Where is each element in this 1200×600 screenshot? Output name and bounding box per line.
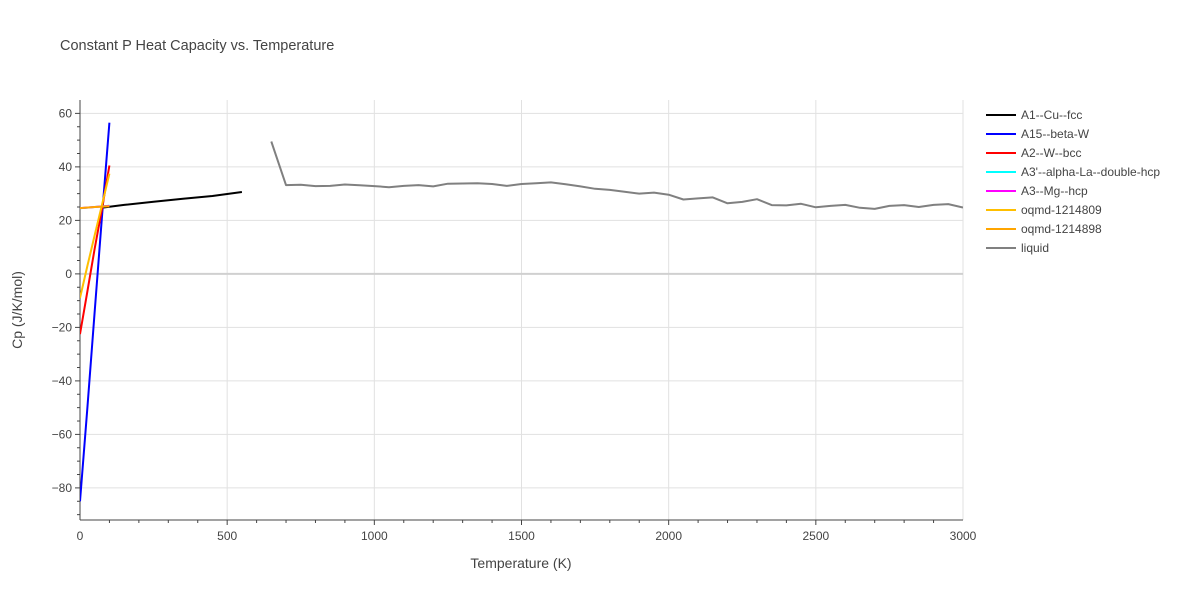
legend: A1--Cu--fcc A15--beta-W A2--W--bcc A3'--alp…	[986, 108, 1160, 255]
legend-label: liquid	[1021, 241, 1049, 255]
y-tick-label: 0	[65, 267, 72, 281]
series-line-a1-cu-fcc[interactable]	[103, 191, 243, 209]
legend-item[interactable]: oqmd-1214898	[986, 222, 1102, 236]
x-tick-label: 3000	[950, 529, 977, 543]
x-tick-label: 500	[217, 529, 237, 543]
x-tick-label: 2500	[802, 529, 829, 543]
y-tick-label: −80	[52, 481, 73, 495]
series-line-liquid[interactable]	[270, 141, 963, 210]
y-tick-label: 20	[59, 213, 73, 227]
legend-item[interactable]: A1--Cu--fcc	[986, 108, 1082, 122]
grid	[80, 100, 964, 520]
legend-item[interactable]: liquid	[986, 241, 1049, 255]
legend-label: oqmd-1214809	[1021, 203, 1102, 217]
series-line-oqmd-1214809[interactable]	[80, 173, 111, 299]
legend-label: A1--Cu--fcc	[1021, 108, 1082, 122]
chart-title: Constant P Heat Capacity vs. Temperature	[60, 38, 334, 54]
legend-item[interactable]: oqmd-1214809	[986, 203, 1102, 217]
y-axis-title: Cp (J/K/mol)	[9, 271, 25, 349]
legend-label: A3--Mg--hcp	[1021, 184, 1088, 198]
y-tick-label: 60	[59, 106, 73, 120]
x-tick-label: 1000	[361, 529, 388, 543]
legend-item[interactable]: A2--W--bcc	[986, 146, 1081, 160]
legend-item[interactable]: A15--beta-W	[986, 127, 1090, 141]
legend-item[interactable]: A3'--alpha-La--double-hcp	[986, 165, 1160, 179]
legend-label: oqmd-1214898	[1021, 222, 1102, 236]
x-axis-title: Temperature (K)	[470, 555, 571, 571]
legend-item[interactable]: A3--Mg--hcp	[986, 184, 1088, 198]
legend-label: A3'--alpha-La--double-hcp	[1021, 165, 1160, 179]
x-tick-label: 2000	[655, 529, 682, 543]
y-tick-labels: −80 −60 −40 −20 0 20 40 60	[52, 106, 73, 495]
y-tick-label: −40	[52, 374, 73, 388]
y-tick-label: −60	[52, 427, 73, 441]
series-line-oqmd-1214898[interactable]	[80, 205, 110, 210]
y-tick-label: −20	[52, 320, 73, 334]
axes	[75, 100, 963, 525]
series-line-a15-beta-w[interactable]	[80, 122, 111, 502]
legend-label: A15--beta-W	[1021, 127, 1090, 141]
x-tick-labels: 0 500 1000 1500 2000 2500 3000	[77, 529, 977, 543]
legend-label: A2--W--bcc	[1021, 146, 1081, 160]
x-tick-label: 0	[77, 529, 84, 543]
y-tick-label: 40	[59, 160, 73, 174]
plot-area	[80, 122, 963, 502]
x-tick-label: 1500	[508, 529, 535, 543]
